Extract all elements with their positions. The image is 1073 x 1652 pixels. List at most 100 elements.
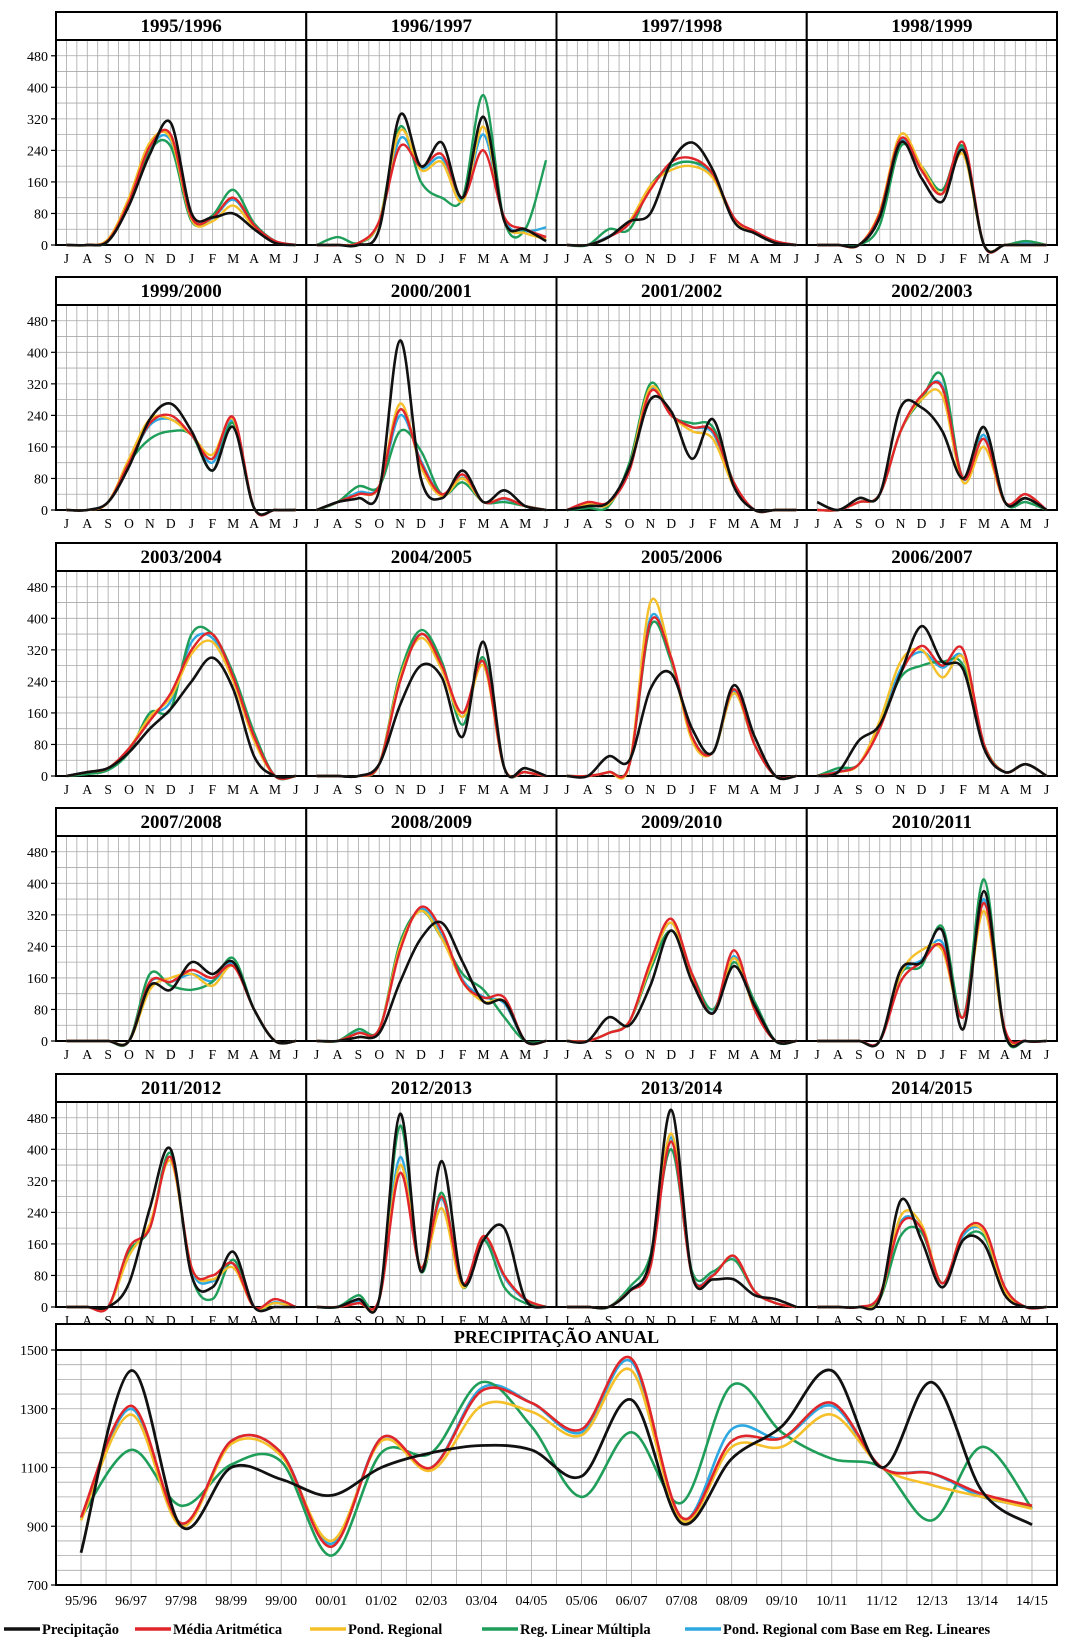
month-tick-label: S [104,516,112,531]
y-tick-label: 160 [27,441,48,456]
month-tick-label: M [227,782,239,797]
month-tick-label: O [124,782,134,797]
month-tick-label: J [564,251,569,266]
series-line-0 [316,112,547,248]
month-tick-label: J [794,1313,799,1328]
month-tick-label: S [855,1313,863,1328]
month-tick-label: M [227,516,239,531]
month-tick-label: J [1044,516,1049,531]
month-tick-label: J [543,1047,548,1062]
month-tick-label: J [314,1313,319,1328]
month-tick-label: S [605,516,613,531]
y-tick-label: 480 [27,581,48,596]
series-line-0 [316,339,547,512]
month-tick-label: F [959,1313,967,1328]
series-line-1 [316,143,547,247]
month-tick-label: A [833,251,843,266]
month-tick-label: S [605,782,613,797]
month-tick-label: M [478,782,490,797]
month-tick-label: J [940,251,945,266]
month-tick-label: N [896,251,906,266]
y-tick-label: 480 [27,846,48,861]
month-tick-label: F [459,782,467,797]
series-line-0 [566,394,797,514]
month-tick-label: N [645,1047,655,1062]
month-tick-label: J [794,251,799,266]
month-tick-label: M [269,516,281,531]
panel-title-box [805,807,1058,837]
month-tick-label: A [750,251,760,266]
month-tick-label: J [293,1047,298,1062]
y-tick-label: 480 [27,315,48,330]
month-tick-label: N [145,1047,155,1062]
annual-x-tick-label: 06/07 [616,1594,648,1609]
month-tick-label: J [543,516,548,531]
panel-title-box [555,1073,808,1103]
month-tick-label: J [64,1313,69,1328]
month-tick-label: A [750,1313,760,1328]
month-tick-label: D [416,251,426,266]
panel-title: 1996/1997 [391,16,473,37]
month-tick-label: J [543,782,548,797]
month-tick-label: S [855,1047,863,1062]
panel-title: 2003/2004 [140,547,222,568]
panel-title: 1995/1996 [140,16,221,37]
annual-title-box [55,1323,1058,1351]
month-tick-label: J [564,1313,569,1328]
month-tick-label: J [189,782,194,797]
y-tick-label: 240 [27,144,48,159]
month-tick-label: O [625,516,635,531]
series-line-0 [316,640,547,779]
month-tick-label: M [519,251,531,266]
month-tick-label: J [794,516,799,531]
panel-title-box [555,542,808,572]
month-tick-label: A [82,782,92,797]
month-tick-label: D [666,516,676,531]
month-tick-label: F [459,1313,467,1328]
month-tick-label: A [583,1313,593,1328]
month-tick-label: S [605,1313,613,1328]
legend-label: Pond. Regional [348,1622,442,1638]
series-line-0 [566,669,797,781]
panel-title: 2005/2006 [641,547,722,568]
panel-frame [805,39,1058,246]
annual-x-tick-label: 12/13 [916,1594,948,1609]
month-tick-label: M [769,1047,781,1062]
month-tick-label: J [189,1313,194,1328]
month-tick-label: D [416,1047,426,1062]
month-tick-label: N [395,516,405,531]
month-tick-label: A [82,516,92,531]
annual-x-tick-label: 14/15 [1016,1594,1048,1609]
month-tick-label: O [625,1047,635,1062]
month-tick-label: F [959,251,967,266]
y-tick-label: 0 [41,1301,48,1316]
annual-x-tick-label: 09/10 [766,1594,798,1609]
month-tick-label: J [564,782,569,797]
legend-label: Pond. Regional com Base em Reg. Lineares [723,1622,991,1638]
y-tick-label: 80 [34,1269,48,1284]
month-tick-label: M [769,516,781,531]
month-tick-label: J [314,1047,319,1062]
month-tick-label: J [815,516,820,531]
month-tick-label: D [917,251,927,266]
month-tick-label: J [940,1313,945,1328]
panel-title: 2004/2005 [391,547,472,568]
month-tick-label: A [499,1047,509,1062]
annual-series-line-1 [79,1355,1033,1549]
month-tick-label: N [145,1313,155,1328]
month-tick-label: D [666,1313,676,1328]
month-tick-label: A [333,516,343,531]
annual-panel: PRECIPITAÇÃO ANUAL 700 900 1100 1300 1500 95/9… [20,1323,1058,1609]
month-tick-label: A [583,516,593,531]
month-tick-label: J [293,251,298,266]
month-tick-label: J [940,782,945,797]
month-tick-label: F [959,782,967,797]
month-tick-label: J [794,782,799,797]
